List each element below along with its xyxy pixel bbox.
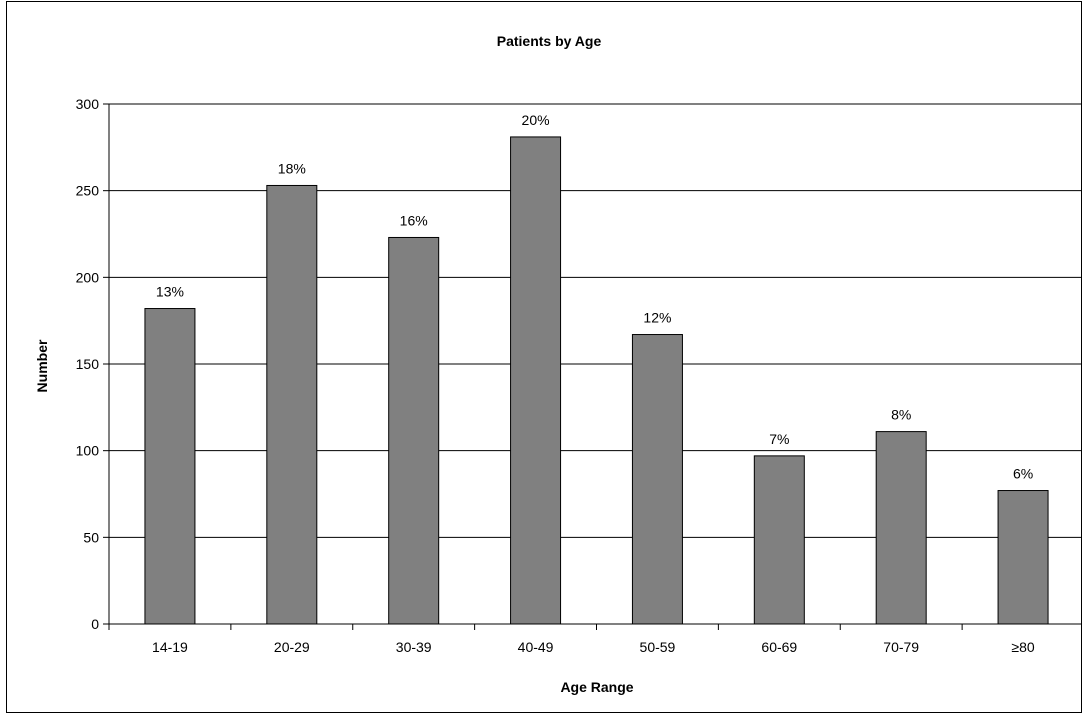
gridlines (109, 103, 1081, 538)
x-axis-title: Age Range (560, 679, 633, 695)
x-tick-label-70-79: 70-79 (883, 639, 919, 655)
bars (144, 136, 1049, 625)
x-tick-label-50-59: 50-59 (640, 639, 676, 655)
y-tick-label-50: 50 (83, 529, 99, 545)
x-tick-labels: 14-19 20-29 30-39 40-49 50-59 60-69 70-79 ≥80 (152, 639, 1035, 655)
data-label-60-69: 7% (769, 431, 789, 447)
x-tick-label-20-29: 20-29 (274, 639, 310, 655)
bar-60-69 (753, 455, 805, 625)
y-tick-label-300: 300 (76, 96, 100, 112)
data-label-20-29: 18% (278, 160, 306, 176)
bar-30-39 (388, 236, 440, 625)
y-tick-label-250: 250 (76, 183, 100, 199)
data-label-40-49: 20% (522, 112, 550, 128)
chart-title: Patients by Age (497, 33, 602, 49)
axes (103, 103, 1081, 630)
x-tick-label-≥80: ≥80 (1011, 639, 1034, 655)
x-tick-label-30-39: 30-39 (396, 639, 432, 655)
x-tick-label-40-49: 40-49 (518, 639, 554, 655)
data-label-14-19: 13% (156, 284, 184, 300)
bar-70-79 (875, 431, 927, 625)
bar-chart: Patients by Age Number Age Range 13%18%1… (34, 33, 1081, 695)
x-tick-label-14-19: 14-19 (152, 639, 188, 655)
bar-14-19 (144, 308, 196, 625)
y-tick-label-150: 150 (76, 356, 100, 372)
y-tick-label-100: 100 (76, 443, 100, 459)
y-tick-labels: 0 50 100 150 200 250 300 (76, 96, 100, 632)
chart-frame: Patients by Age Number Age Range 13% 18% 1… (6, 1, 1082, 713)
bar-20-29 (266, 184, 318, 625)
data-label-70-79: 8% (891, 407, 911, 423)
data-label-50-59: 12% (643, 310, 671, 326)
bar-40-49 (510, 136, 562, 625)
y-axis-title: Number (34, 339, 50, 392)
data-label-≥80: 6% (1013, 466, 1033, 482)
bar-≥80 (997, 490, 1049, 625)
x-tick-label-60-69: 60-69 (761, 639, 797, 655)
y-tick-label-0: 0 (91, 616, 99, 632)
data-label-30-39: 16% (400, 212, 428, 228)
y-tick-label-200: 200 (76, 269, 100, 285)
data-labels: 13% 18% 16% 20% 12% 7% 8% 6% (156, 112, 1033, 482)
bar-50-59 (631, 334, 683, 625)
